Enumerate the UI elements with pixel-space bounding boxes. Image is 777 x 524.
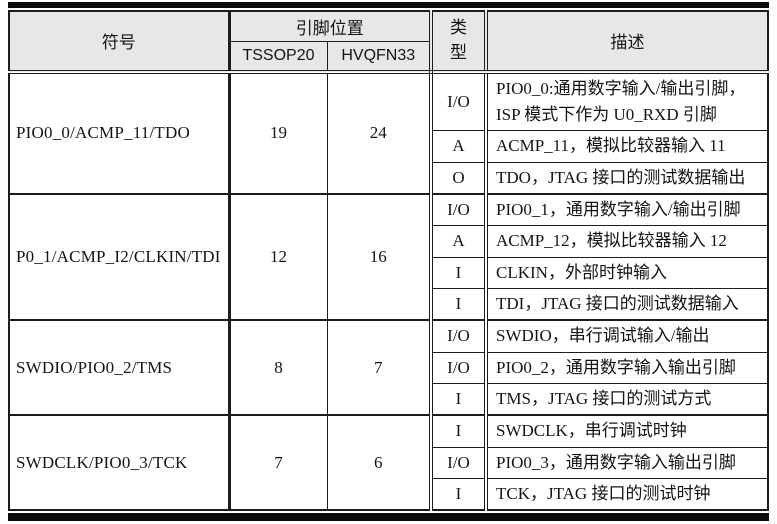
pin-row: P0_1/ACMP_I2/CLKIN/TDI 12 16 I/O PIO0_1，通用数字… [8,192,769,321]
col-header-type-line1: 类 [450,18,467,38]
pin-row: SWDCLK/PIO0_3/TCK 7 6 I SWDCLK，串行调试时钟 [8,414,769,511]
pin-row: I CLKIN，外部时钟输入 [9,256,769,289]
type-cell: I [429,287,487,321]
pin-row: I TCK，JTAG 接口的测试时钟 [9,477,769,511]
description-cell: PIO0_0:通用数字输入/输出引脚，ISP 模式下作为 U0_RXD 引脚 [484,70,769,132]
col-header-pin-position: 引脚位置 [227,10,432,42]
col-header-symbol: 符号 [8,10,230,74]
pin-row: I/O PIO0_2，通用数字输入输出引脚 [9,351,769,384]
type-cell: I [429,256,487,289]
hvqfn33-pin-cell: 7 [326,319,432,416]
description-cell: ACMP_12，模拟比较器输入 12 [484,225,769,258]
col-header-description: 描述 [484,10,769,74]
pin-row: A ACMP_11，模拟比较器输入 11 [9,130,769,163]
pin-row: O TDO，JTAG 接口的测试数据输出 [9,161,769,195]
table-header: 符号 引脚位置 类 型 描述 TSSOP20 HVQFN33 [8,10,769,74]
description-cell: PIO0_2，通用数字输入输出引脚 [484,351,769,384]
tssop20-pin-cell: 12 [227,192,328,321]
description-cell: TMS，JTAG 接口的测试方式 [484,382,769,416]
type-cell: I/O [429,192,487,227]
type-cell: I/O [429,446,487,479]
symbol-cell: SWDCLK/PIO0_3/TCK [8,414,230,511]
tssop20-pin-cell: 7 [227,414,328,511]
type-cell: I/O [429,351,487,384]
tssop20-pin-cell: 19 [227,70,328,195]
hvqfn33-pin-cell: 16 [326,192,432,321]
symbol-cell: SWDIO/PIO0_2/TMS [8,319,230,416]
type-cell: I [429,414,487,448]
symbol-cell: P0_1/ACMP_I2/CLKIN/TDI [8,192,230,321]
header-row-1: 符号 引脚位置 类 型 描述 [8,10,769,74]
type-cell: I/O [429,319,487,353]
type-cell: I [429,382,487,416]
type-cell: O [429,161,487,195]
pin-row: A ACMP_12，模拟比较器输入 12 [9,225,769,258]
tssop20-pin-cell: 8 [227,319,328,416]
pin-row: I TMS，JTAG 接口的测试方式 [9,382,769,416]
description-cell: TDO，JTAG 接口的测试数据输出 [484,161,769,195]
col-header-tssop20: TSSOP20 [227,41,328,74]
description-cell: TCK，JTAG 接口的测试时钟 [484,477,769,511]
type-cell: I/O [429,70,487,132]
pin-description-table: 符号 引脚位置 类 型 描述 TSSOP20 HVQFN33 PIO0_0/AC… [8,10,769,512]
description-cell: CLKIN，外部时钟输入 [484,256,769,289]
description-cell: SWDIO，串行调试输入/输出 [484,319,769,353]
pin-table-frame: 符号 引脚位置 类 型 描述 TSSOP20 HVQFN33 PIO0_0/AC… [8,2,769,522]
pin-table-body: PIO0_0/ACMP_11/TDO 19 24 I/O PIO0_0:通用数字输入/输… [8,70,769,511]
pin-row: SWDIO/PIO0_2/TMS 8 7 I/O SWDIO，串行调试输入/输出 [8,319,769,416]
pin-row: PIO0_0/ACMP_11/TDO 19 24 I/O PIO0_0:通用数字输入/输… [8,70,769,195]
description-cell: SWDCLK，串行调试时钟 [484,414,769,448]
col-header-type: 类 型 [429,10,487,74]
description-cell: PIO0_3，通用数字输入输出引脚 [484,446,769,479]
description-cell: PIO0_1，通用数字输入/输出引脚 [484,192,769,227]
hvqfn33-pin-cell: 24 [326,70,432,195]
description-cell: TDI，JTAG 接口的测试数据输入 [484,287,769,321]
type-cell: A [429,225,487,258]
col-header-type-line2: 型 [450,42,467,62]
symbol-cell: PIO0_0/ACMP_11/TDO [8,70,230,195]
type-cell: I [429,477,487,511]
pin-row: I/O PIO0_3，通用数字输入输出引脚 [9,446,769,479]
hvqfn33-pin-cell: 6 [326,414,432,511]
header-row-2: TSSOP20 HVQFN33 [9,41,768,74]
col-header-hvqfn33: HVQFN33 [326,41,432,74]
type-cell: A [429,130,487,163]
pin-row: I TDI，JTAG 接口的测试数据输入 [9,287,769,321]
description-cell: ACMP_11，模拟比较器输入 11 [484,130,769,163]
